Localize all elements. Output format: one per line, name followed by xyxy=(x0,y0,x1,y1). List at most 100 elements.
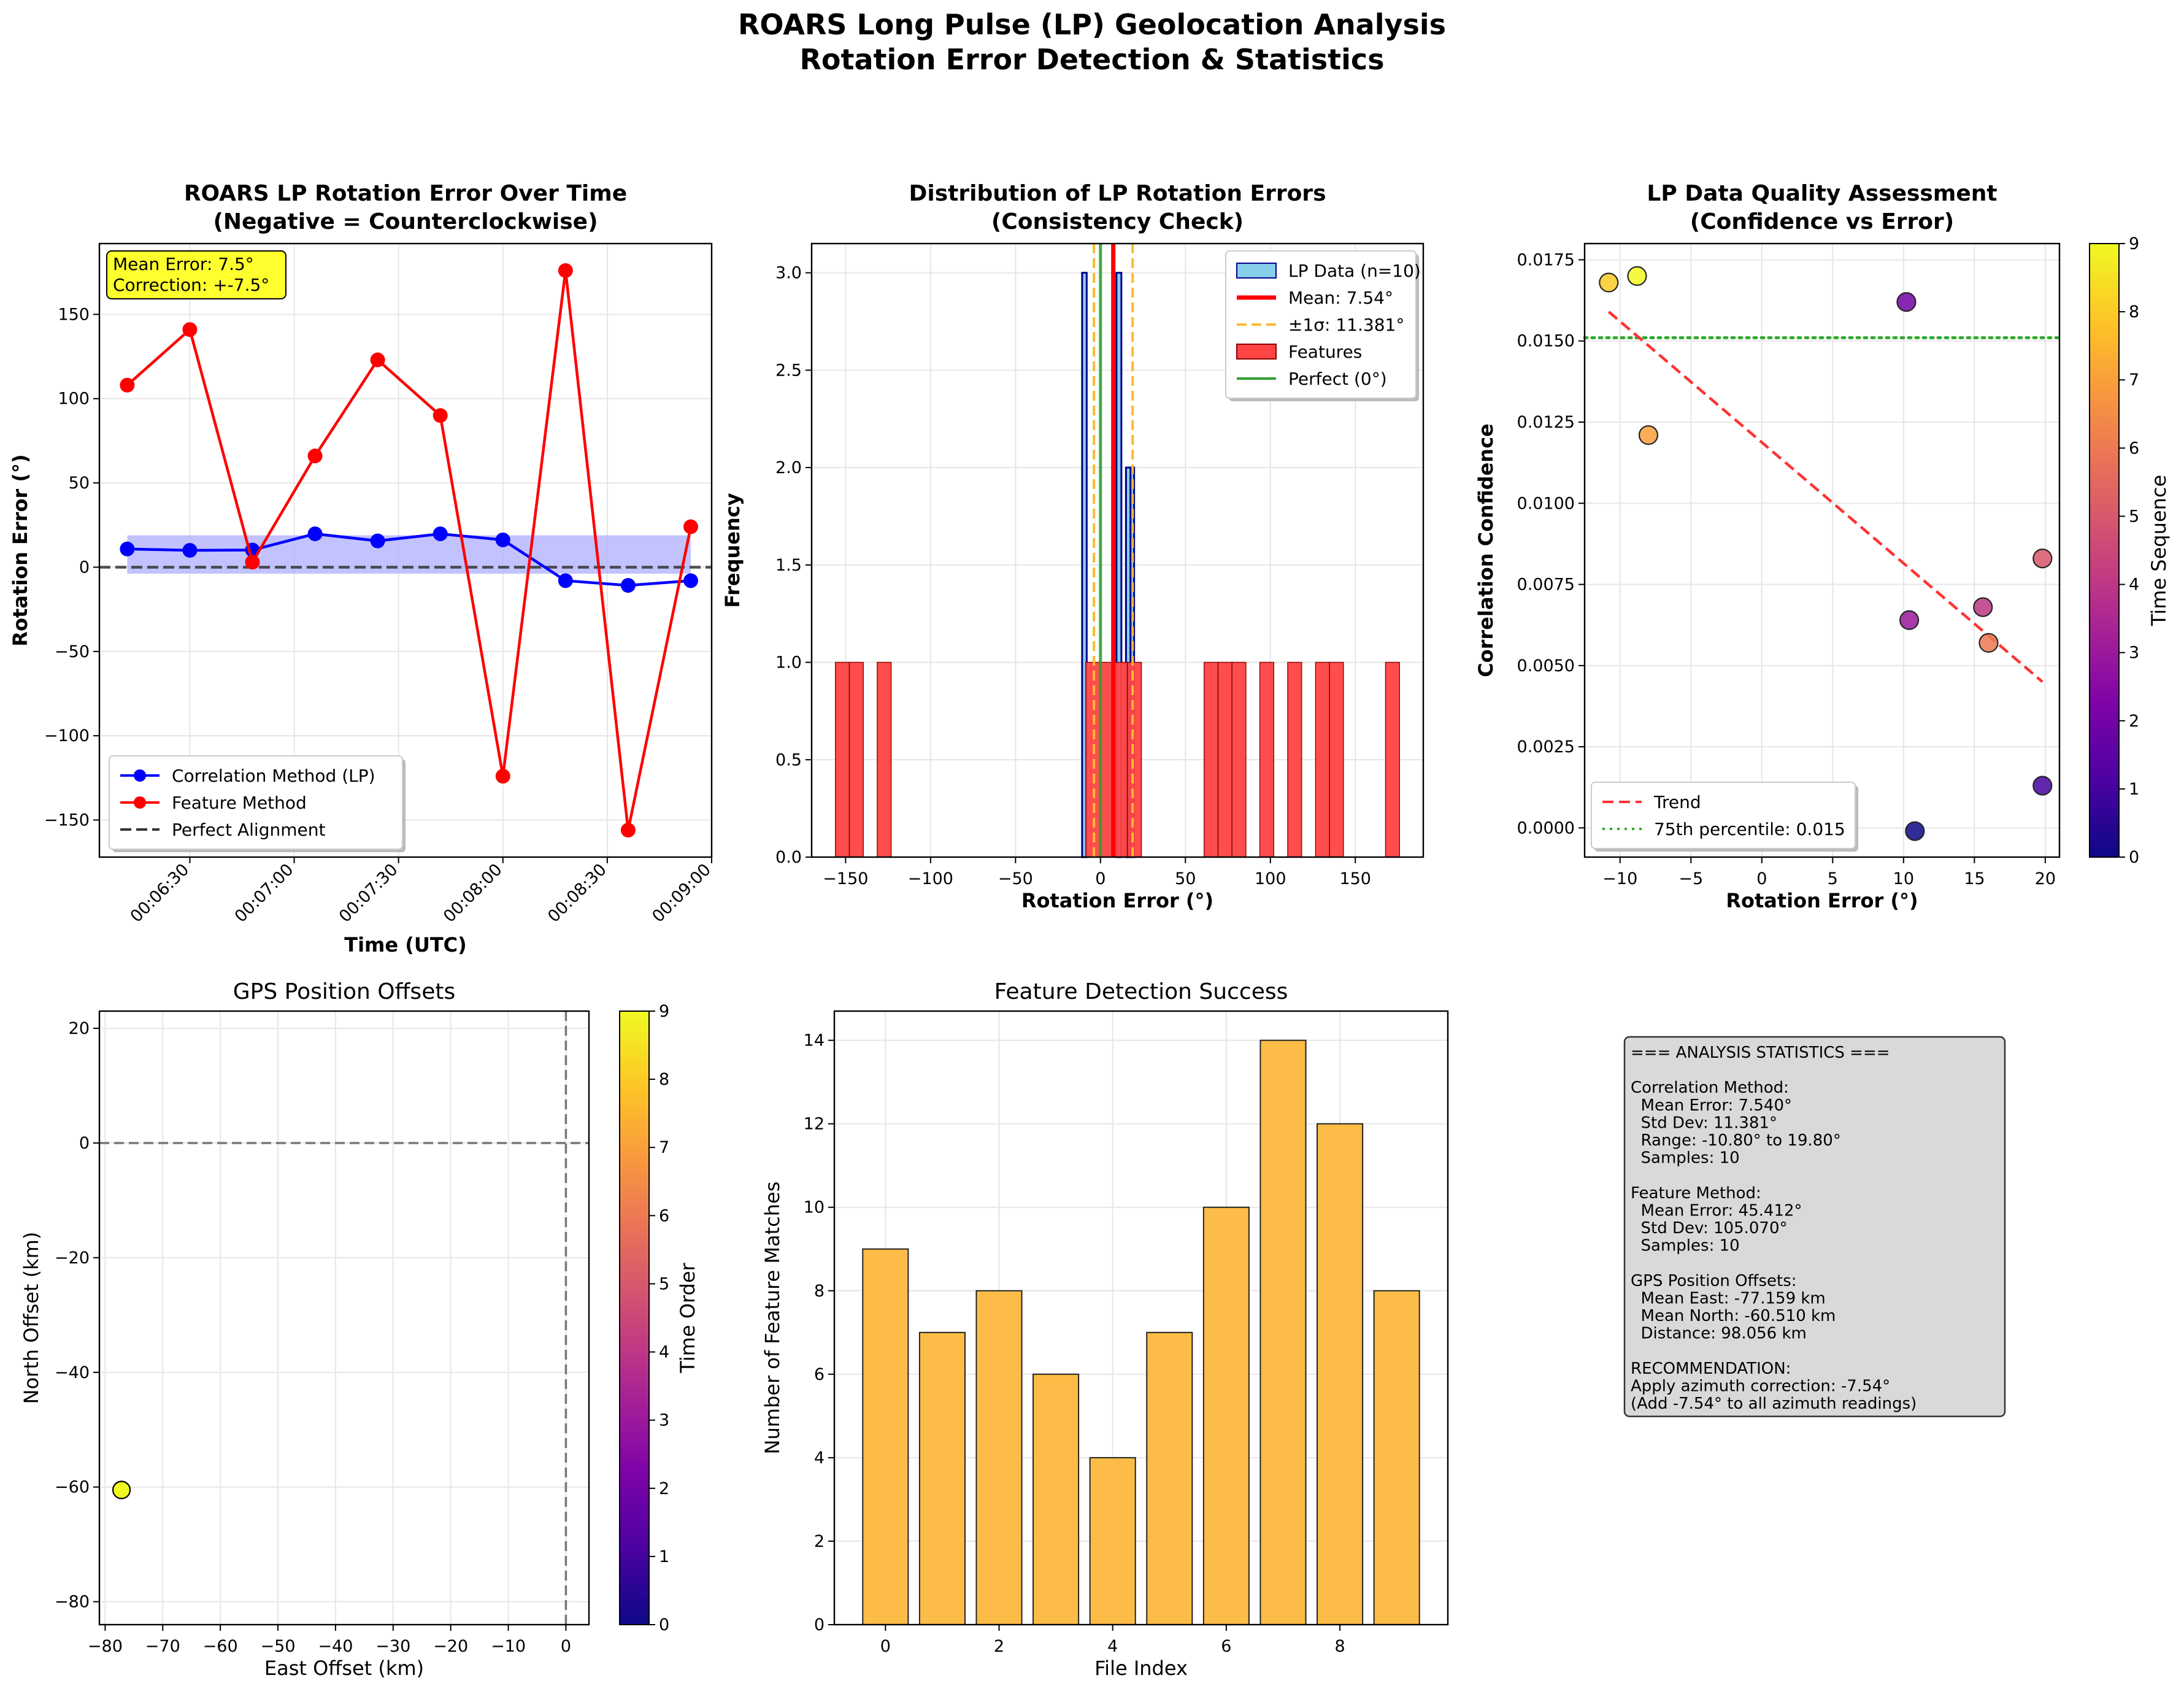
x-tick-label: −50 xyxy=(998,869,1033,888)
scatter-point xyxy=(1973,597,1993,617)
x-tick-label: −150 xyxy=(823,869,868,888)
stats-line: Mean Error: 7.540° xyxy=(1631,1096,1792,1115)
legend-marker xyxy=(134,769,146,782)
colorbar-tick-label: 1 xyxy=(659,1547,669,1566)
colorbar-label: Time Sequence xyxy=(2147,475,2171,626)
gps-point xyxy=(112,1480,131,1499)
colorbar-label: Time Order xyxy=(676,1262,699,1373)
y-tick-label: 2 xyxy=(814,1532,825,1551)
y-tick-label: 0.0100 xyxy=(1517,494,1575,513)
trend-line xyxy=(1607,310,2044,683)
features-histogram-bar xyxy=(1231,661,1247,858)
axes-frame xyxy=(98,1010,590,1626)
x-tick-label: 10 xyxy=(1893,869,1914,888)
stats-line: Mean East: -77.159 km xyxy=(1631,1289,1826,1307)
data-point xyxy=(683,519,698,534)
data-point xyxy=(370,533,385,549)
x-tick-label: −80 xyxy=(88,1637,123,1656)
legend-label: 75th percentile: 0.015 xyxy=(1654,819,1845,839)
stats-line: RECOMMENDATION: xyxy=(1631,1360,1791,1378)
x-tick-label: −5 xyxy=(1678,869,1703,888)
scatter-point xyxy=(1896,292,1917,312)
data-point xyxy=(307,526,323,542)
x-tick-label: −10 xyxy=(1602,869,1637,888)
y-tick-label: 14 xyxy=(804,1031,825,1050)
data-point xyxy=(433,408,448,423)
legend-label: Features xyxy=(1288,342,1362,362)
features-histogram-bar xyxy=(877,661,892,858)
panel-title-line1: ROARS LP Rotation Error Over Time xyxy=(184,181,627,206)
features-histogram-bar xyxy=(848,661,864,858)
y-tick-label: 0 xyxy=(79,1134,90,1153)
y-tick-label: 8 xyxy=(814,1282,825,1301)
axes-frame xyxy=(833,1010,1449,1626)
y-tick-label: 10 xyxy=(804,1198,825,1217)
y-tick-label: 1.5 xyxy=(775,556,802,575)
y-axis-label: North Offset (km) xyxy=(20,1232,43,1404)
x-tick-label: 5 xyxy=(1828,869,1838,888)
y-tick-label: −20 xyxy=(55,1249,90,1268)
y-axis-label: Rotation Error (°) xyxy=(9,454,32,646)
legend-box xyxy=(1591,782,1856,849)
stats-box-background xyxy=(1623,1036,2006,1417)
feature-bar xyxy=(1032,1373,1080,1625)
x-tick-label: 15 xyxy=(1964,869,1985,888)
axes-frame xyxy=(810,242,1425,858)
x-tick-label: 00:06:30 xyxy=(127,860,193,926)
features-histogram-bar xyxy=(835,661,850,858)
x-tick-label: 4 xyxy=(1107,1637,1118,1656)
x-tick-label: −60 xyxy=(203,1637,238,1656)
features-histogram-bar xyxy=(1287,661,1302,858)
legend-marker xyxy=(134,796,146,809)
feature-detection-panel: 0 2 4 6 8 10 12 14 0 2 4 6 8 Feature Detection Succes… xyxy=(761,979,1449,1680)
y-axis-label: Number of Feature Matches xyxy=(761,1182,784,1455)
x-tick-label: −30 xyxy=(375,1637,410,1656)
panel-title-line1: LP Data Quality Assessment xyxy=(1647,181,1997,206)
feature-bar xyxy=(1317,1123,1364,1625)
features-histogram-bar xyxy=(1329,661,1344,858)
x-axis-label: Time (UTC) xyxy=(344,933,467,957)
scatter-point xyxy=(1905,821,1925,841)
panel-title-line2: (Consistency Check) xyxy=(991,209,1244,234)
legend-patch xyxy=(1236,263,1277,279)
colorbar-tick-label: 4 xyxy=(659,1343,669,1362)
error-distribution-panel: 0.0 0.5 1.0 1.5 2.0 2.5 3.0 −150 −100 −50 0 50 100 15… xyxy=(721,181,1425,912)
y-tick-label: 0.0050 xyxy=(1517,656,1575,676)
feature-bar xyxy=(975,1290,1023,1625)
features-histogram-bar xyxy=(1127,661,1142,858)
stats-line: Mean North: -60.510 km xyxy=(1631,1307,1836,1325)
legend-label: ±1σ: 11.381° xyxy=(1288,315,1404,335)
y-axis-label: Correlation Confidence xyxy=(1474,423,1498,677)
y-tick-label: −50 xyxy=(55,642,90,661)
stats-line: Samples: 10 xyxy=(1631,1237,1740,1255)
legend-box xyxy=(1225,250,1417,399)
x-axis-label: Rotation Error (°) xyxy=(1021,889,1213,912)
stats-line: (Add -7.54° to all azimuth readings) xyxy=(1631,1395,1917,1413)
y-tick-label: 0 xyxy=(79,558,90,577)
stats-text: === ANALYSIS STATISTICS === Correlation M… xyxy=(1631,1044,1917,1413)
legend-label: Correlation Method (LP) xyxy=(172,766,375,786)
y-tick-label: 0.0000 xyxy=(1517,818,1575,837)
feature-bar xyxy=(1089,1457,1136,1625)
legend-label: Mean: 7.54° xyxy=(1288,288,1393,308)
rotation-over-time-panel: −150 −100 −50 0 50 100 150 00:06:30 00:07:00 00:0… xyxy=(9,181,715,957)
x-tick-label: 00:07:30 xyxy=(336,860,402,926)
stats-line: Mean Error: 45.412° xyxy=(1631,1201,1802,1220)
data-point xyxy=(558,573,573,588)
x-tick-label: 20 xyxy=(2035,869,2056,888)
x-tick-label: −70 xyxy=(145,1637,180,1656)
x-tick-label: 00:09:00 xyxy=(648,860,715,926)
scatter-point xyxy=(1627,266,1647,287)
x-tick-label: 50 xyxy=(1175,869,1196,888)
y-tick-label: −80 xyxy=(55,1593,90,1612)
x-axis-label: East Offset (km) xyxy=(264,1657,424,1680)
colorbar xyxy=(2089,243,2120,858)
scatter-point xyxy=(1638,425,1659,445)
data-point xyxy=(182,322,198,337)
legend-label: Perfect Alignment xyxy=(172,820,325,840)
x-tick-label: 0 xyxy=(1095,869,1105,888)
x-tick-label: 2 xyxy=(994,1637,1004,1656)
x-tick-label: −100 xyxy=(908,869,953,888)
y-tick-label: 100 xyxy=(58,390,90,409)
y-tick-label: 4 xyxy=(814,1449,825,1468)
